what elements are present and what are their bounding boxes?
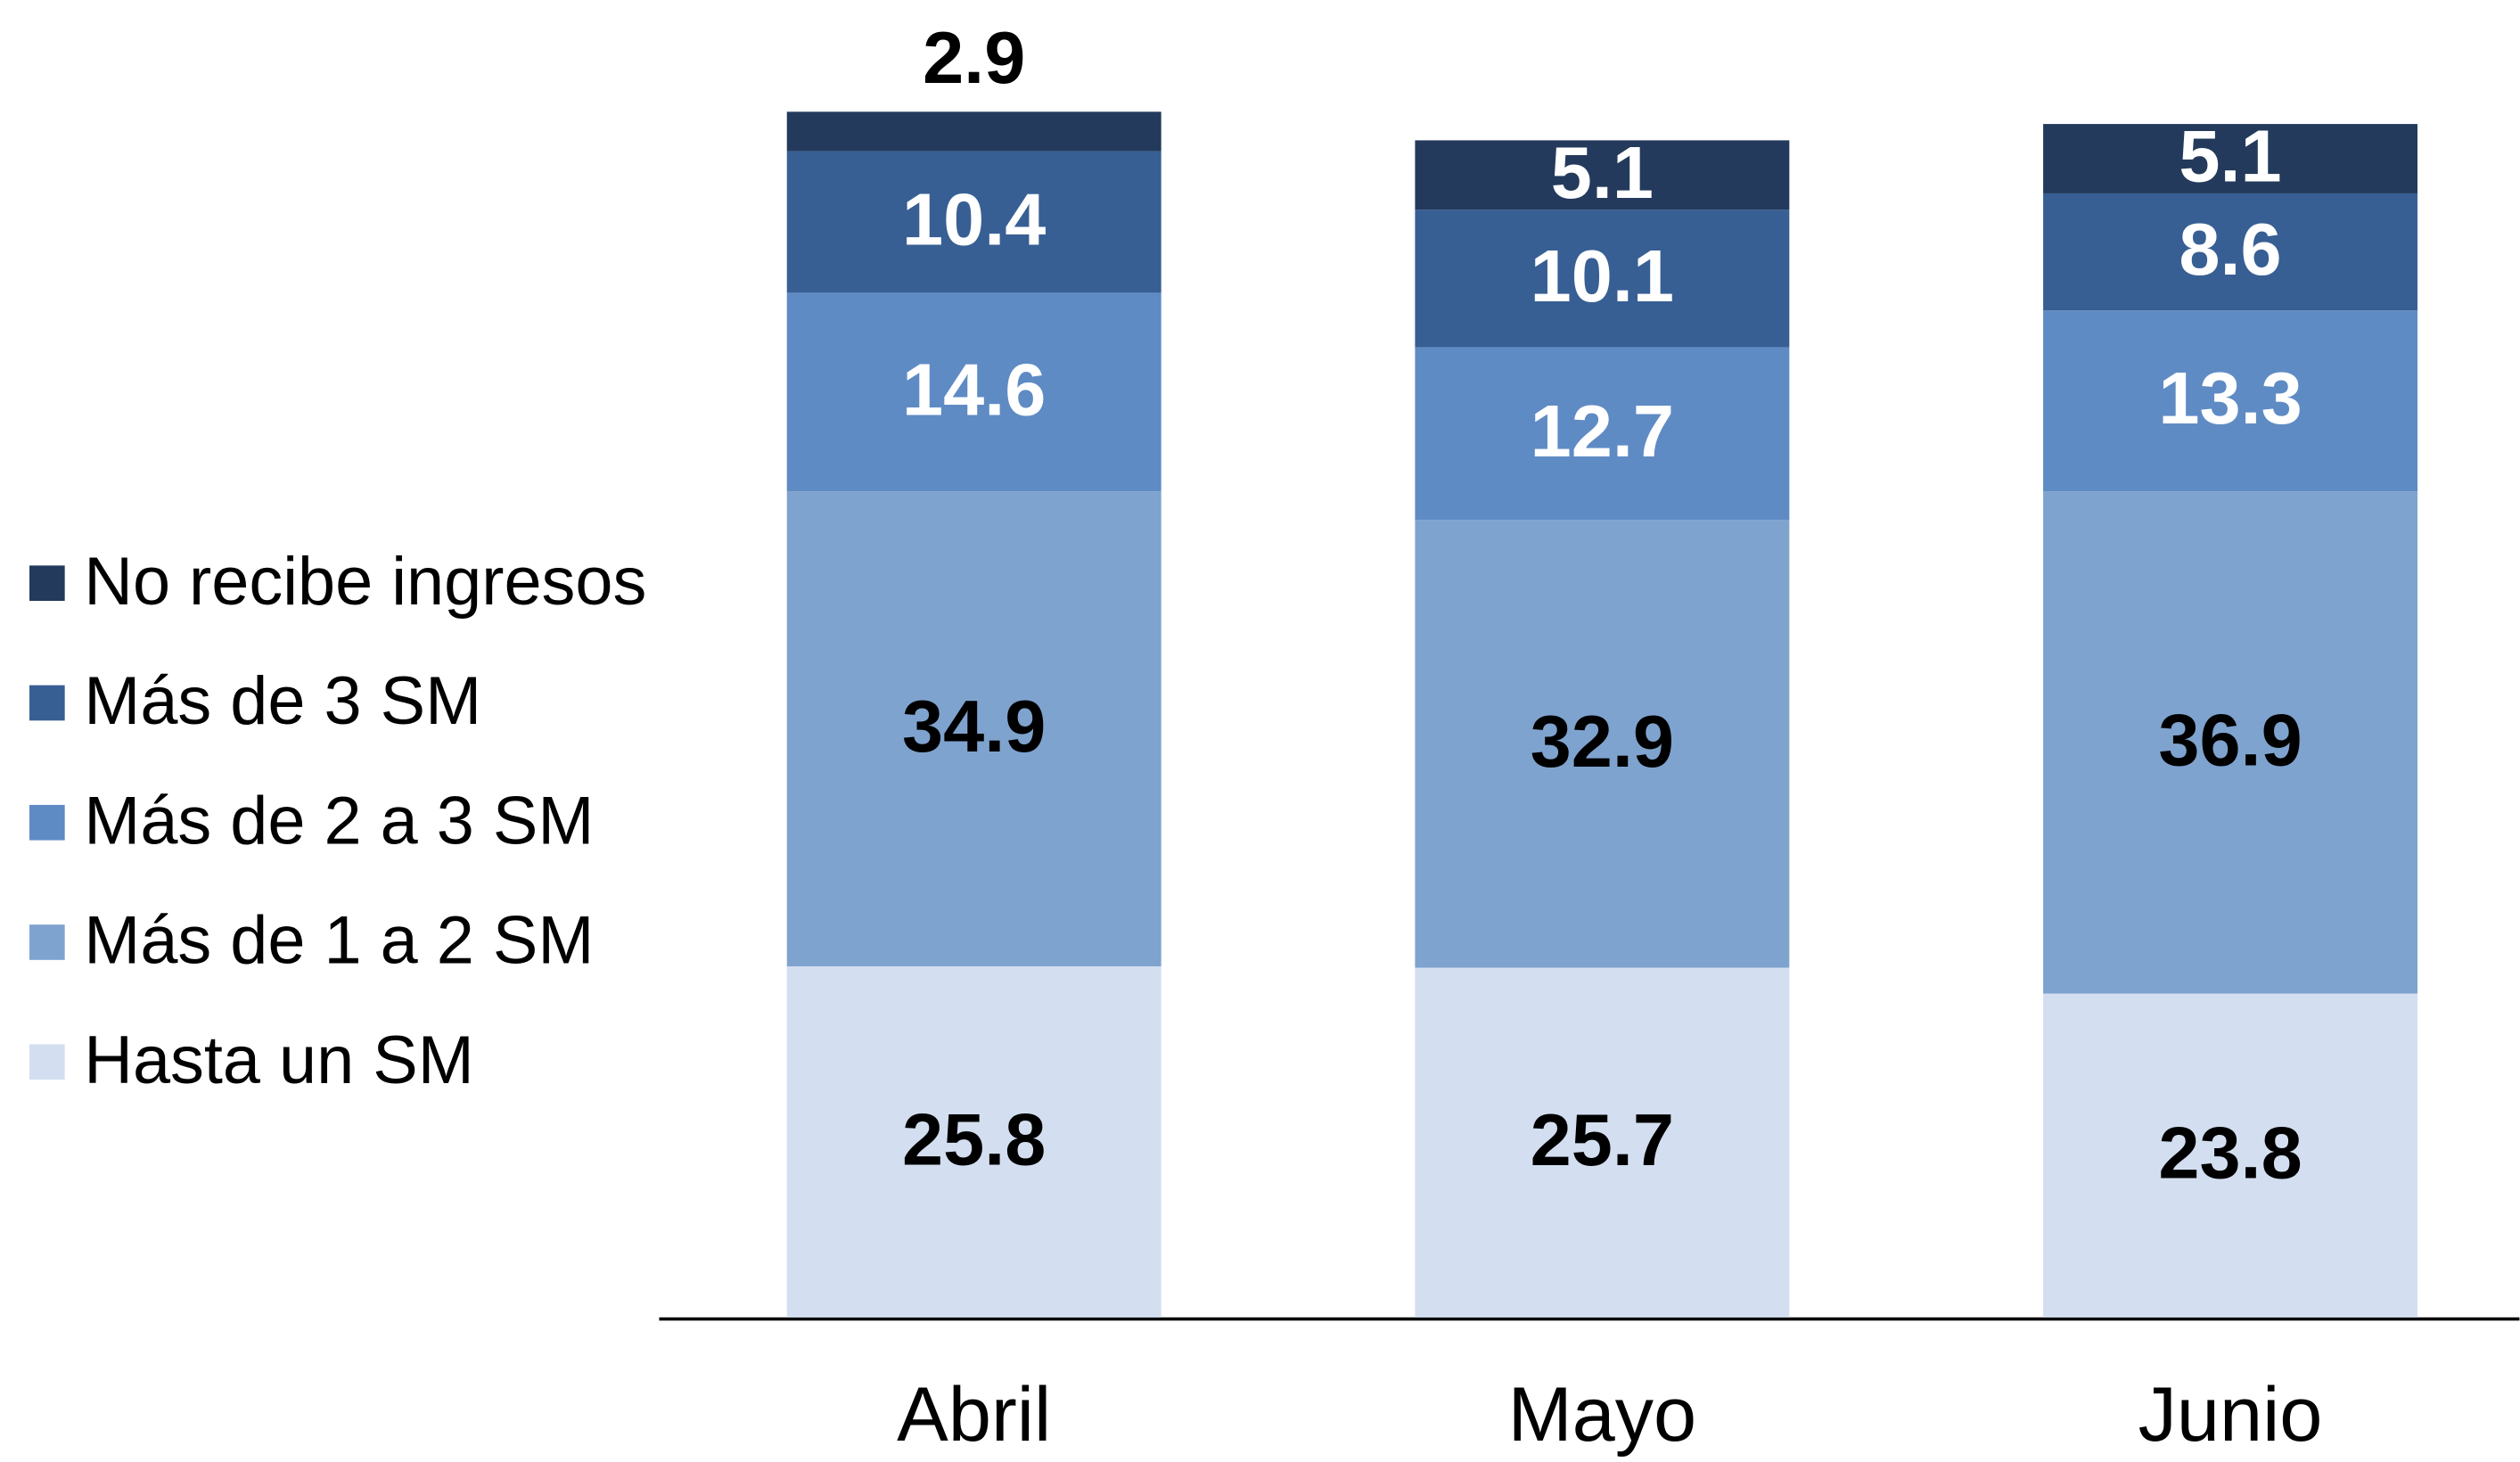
bar-segment — [2043, 193, 2417, 311]
bar-segment — [786, 965, 1161, 1318]
legend-label: Más de 2 a 3 SM — [84, 783, 594, 858]
x-tick-label: Junio — [2138, 1372, 2323, 1458]
data-label: 13.3 — [2158, 357, 2302, 439]
bar-segment — [1415, 209, 1790, 348]
data-label: 14.6 — [902, 348, 1046, 431]
legend-swatch — [29, 685, 65, 721]
bar-segment — [1415, 520, 1790, 968]
bar-segment — [2043, 310, 2417, 492]
bar-segment — [2043, 491, 2417, 994]
data-label: 5.1 — [1551, 131, 1654, 214]
bar-segment — [1415, 967, 1790, 1318]
bar-segment — [786, 151, 1161, 293]
data-label: 8.6 — [2179, 208, 2281, 291]
data-label: 23.8 — [2158, 1112, 2302, 1195]
data-label: 34.9 — [902, 685, 1046, 768]
data-label: 5.1 — [2179, 115, 2281, 198]
data-label: 25.8 — [902, 1097, 1046, 1180]
x-tick-label: Mayo — [1508, 1372, 1697, 1458]
bar-segment — [786, 491, 1161, 966]
data-label: 10.4 — [902, 178, 1046, 261]
legend-swatch — [29, 1044, 65, 1080]
legend-swatch — [29, 804, 65, 841]
bar-segment — [1415, 140, 1790, 210]
legend-label: No recibe ingresos — [84, 544, 646, 620]
data-label: 2.9 — [923, 16, 1025, 99]
legend-label: Más de 3 SM — [84, 663, 481, 739]
legend-swatch — [29, 924, 65, 960]
legend-label: Hasta un SM — [84, 1023, 474, 1098]
data-label: 12.7 — [1531, 390, 1674, 472]
legend-label: Más de 1 a 2 SM — [84, 903, 594, 979]
bar-segment — [786, 292, 1161, 492]
bar-segment — [786, 111, 1161, 152]
bar-segment — [2043, 124, 2417, 193]
data-label: 36.9 — [2158, 698, 2302, 781]
data-label: 25.7 — [1531, 1098, 1674, 1181]
x-tick-label: Abril — [897, 1372, 1051, 1458]
bar-segment — [2043, 993, 2417, 1318]
bar-segment — [1415, 347, 1790, 521]
legend-swatch — [29, 565, 65, 602]
data-label: 32.9 — [1531, 700, 1674, 783]
data-label: 10.1 — [1531, 234, 1674, 317]
